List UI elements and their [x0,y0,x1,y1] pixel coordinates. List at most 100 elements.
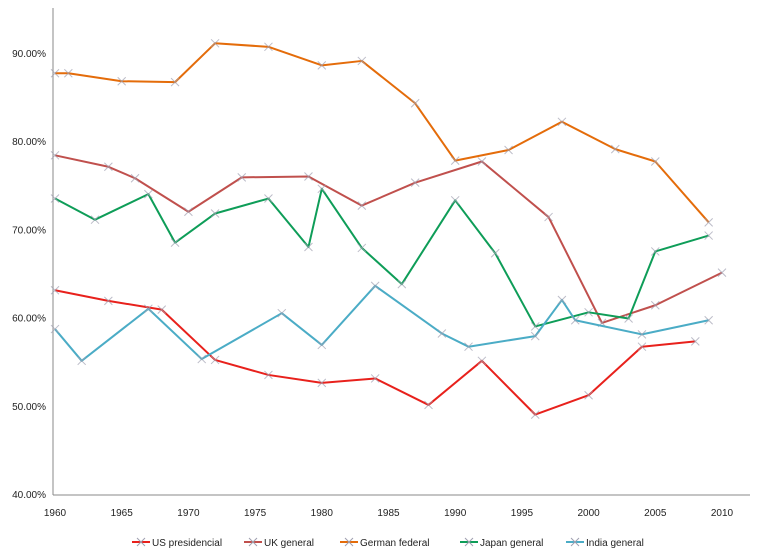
x-tick-label: 1980 [311,508,334,519]
data-point-marker [357,201,367,210]
data-point-marker [197,354,207,364]
x-tick-label: 1975 [244,508,267,519]
data-point-marker [584,390,593,400]
data-point-marker [370,281,380,291]
data-point-marker [50,194,60,203]
series-japan-general [50,184,714,331]
data-point-marker [410,178,420,188]
series-line [55,42,710,224]
y-tick-label: 80.00% [12,137,46,148]
data-point-marker [704,231,714,240]
data-point-marker [530,331,540,341]
data-point-marker [717,268,727,277]
data-point-marker [264,194,273,203]
data-point-marker [317,340,327,350]
data-point-marker [397,279,407,289]
legend-label: US presidencial [152,538,222,549]
series-india-general [50,281,714,366]
data-point-marker [130,173,140,183]
data-point-marker [637,330,647,339]
data-point-marker [557,295,567,305]
legend-marker [136,537,146,547]
data-point-marker [424,400,433,410]
data-point-marker [210,38,220,48]
legend-item: German federal [340,537,429,549]
legend-marker [570,537,580,547]
series-line [54,154,723,324]
data-point-marker [210,209,220,218]
data-point-marker [370,374,380,383]
data-point-marker [690,337,700,346]
series-lines [50,38,727,419]
data-point-marker [650,300,660,310]
data-point-marker [410,98,420,108]
data-point-marker [464,342,473,352]
legend-item: Japan general [460,537,543,549]
data-point-marker [650,157,660,166]
series-german-federal [50,38,714,227]
data-point-marker [450,195,460,205]
x-tick-label: 1960 [44,508,67,519]
data-point-marker [144,189,153,199]
data-point-marker [157,305,167,315]
data-point-marker [544,212,553,222]
legend-item: US presidencial [132,537,222,549]
y-tick-label: 70.00% [12,225,46,236]
legend-label: German federal [360,538,429,549]
data-point-marker [277,308,287,318]
data-point-marker [104,162,113,172]
data-point-marker [50,68,60,78]
legend-item: UK general [244,537,314,549]
x-tick-label: 2010 [711,508,734,519]
data-point-marker [357,243,367,253]
data-point-marker [637,342,647,352]
data-point-marker [184,207,193,217]
data-point-marker [144,304,153,314]
data-point-marker [450,156,460,165]
x-tick-label: 2000 [577,508,600,519]
data-point-marker [477,356,487,366]
data-point-marker [317,60,327,70]
data-point-marker [570,315,580,325]
x-tick-label: 1995 [511,508,534,519]
series-line [54,187,709,328]
legend-marker [248,537,258,547]
x-tick-label: 1965 [111,508,134,519]
data-point-marker [317,184,327,194]
data-point-marker [437,329,447,338]
data-point-marker [50,150,60,160]
x-tick-label: 1985 [377,508,400,519]
data-point-marker [704,217,714,227]
series-line [54,289,696,416]
legend-item: India general [566,537,644,549]
data-point-marker [304,242,313,252]
data-point-marker [357,56,367,66]
x-tick-label: 2005 [644,508,667,519]
series-line [54,284,709,362]
data-point-marker [170,238,180,247]
data-point-marker [210,355,220,365]
data-point-marker [317,378,327,388]
data-point-marker [504,145,513,155]
x-tick-label: 1990 [444,508,467,519]
data-point-marker [90,215,100,225]
legend: US presidencial UK general German federal J… [132,537,644,549]
legend-marker [464,537,474,547]
data-point-marker [650,247,660,256]
data-point-marker [530,322,540,331]
data-point-marker [264,42,273,52]
y-tick-label: 60.00% [12,314,46,325]
legend-marker [344,537,354,547]
data-point-marker [477,157,487,166]
data-point-marker [584,307,593,317]
data-point-marker [704,315,714,325]
data-point-marker [50,324,60,334]
axes: 40.00% 50.00% 60.00% 70.00% 80.00% 90.00% 1960… [12,8,750,519]
y-tick-label: 90.00% [12,49,46,60]
data-point-marker [610,144,620,154]
data-point-marker [50,285,60,295]
series-uk-general [50,150,727,328]
y-tick-label: 40.00% [12,490,46,501]
